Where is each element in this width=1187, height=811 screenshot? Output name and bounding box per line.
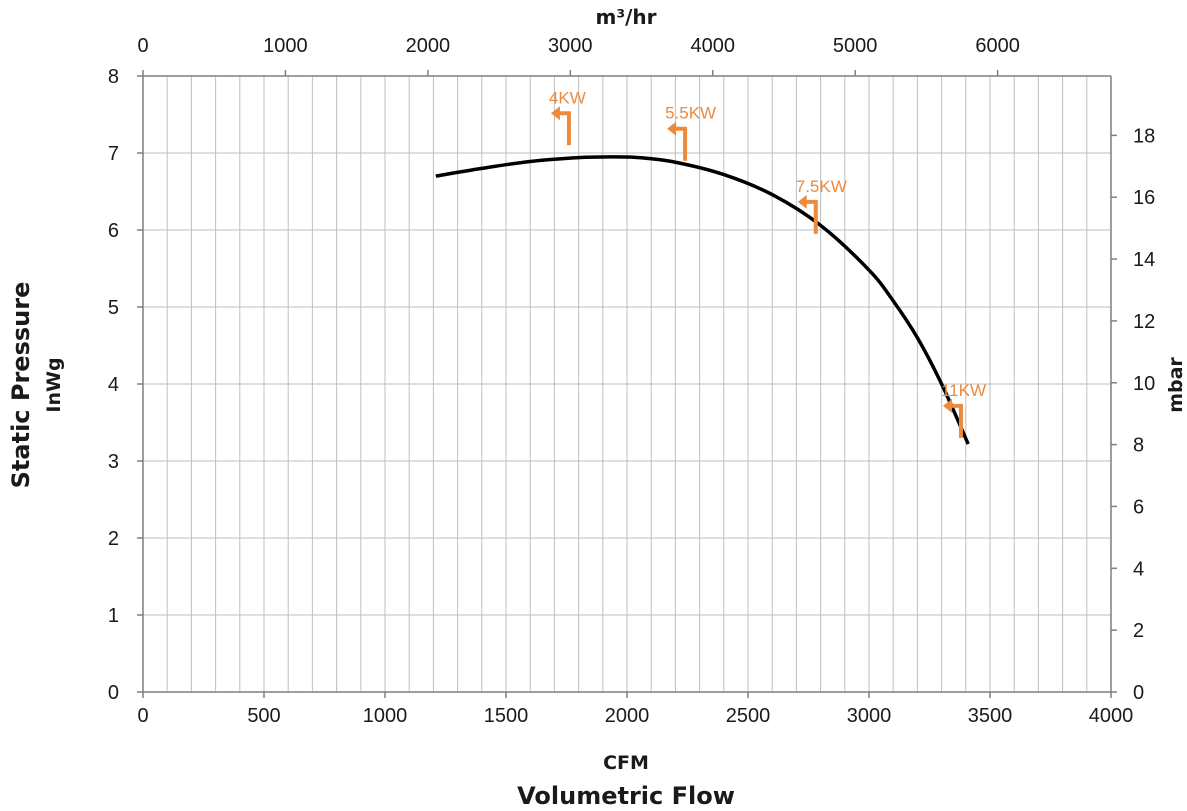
y2-tick-label: 12	[1133, 311, 1155, 333]
annotation: 11KW	[941, 381, 986, 438]
x2-tick-label: 4000	[690, 35, 735, 57]
annotation: 4KW	[549, 88, 586, 146]
y-tick-label: 4	[108, 374, 119, 396]
x-tick-label: 3500	[968, 705, 1013, 727]
annotation-arrowhead	[942, 398, 952, 413]
y2-tick-label: 4	[1133, 558, 1144, 580]
y-tick-label: 3	[108, 451, 119, 473]
y2-tick-label: 2	[1133, 620, 1144, 642]
y2-axis-title: mbar	[1165, 357, 1187, 413]
x-tick-label: 4000	[1089, 705, 1134, 727]
annotation-label: 4KW	[549, 88, 586, 107]
x2-tick-label: 0	[137, 35, 148, 57]
x-tick-label: 2000	[605, 705, 650, 727]
annotation-label: 11KW	[941, 381, 986, 400]
x-tick-label: 2500	[726, 705, 771, 727]
y2-tick-label: 16	[1133, 187, 1155, 209]
y-axis-title: Static Pressure	[7, 282, 35, 489]
annotation: 5.5KW	[665, 104, 716, 161]
y-tick-label: 2	[108, 528, 119, 550]
y-tick-label: 7	[108, 143, 119, 165]
annotation-label: 5.5KW	[665, 104, 716, 123]
annotation-arrowhead	[797, 194, 807, 209]
y2-tick-label: 14	[1133, 249, 1155, 271]
x2-tick-label: 6000	[975, 35, 1020, 57]
y-tick-label: 5	[108, 297, 119, 319]
x-tick-label: 500	[247, 705, 280, 727]
y2-tick-label: 6	[1133, 496, 1144, 518]
annotation-arrow	[675, 126, 688, 161]
x-bottom-unit: CFM	[603, 752, 649, 774]
x-axis-title: Volumetric Flow	[517, 782, 735, 810]
annotations: 4KW 5.5KW 7.5KW 11KW	[549, 88, 986, 438]
x-tick-label: 1500	[484, 705, 529, 727]
x-top-unit: m³/hr	[595, 5, 656, 29]
x-tick-label: 0	[137, 705, 148, 727]
y-tick-label: 6	[108, 220, 119, 242]
y2-tick-label: 18	[1133, 125, 1155, 147]
x2-tick-label: 5000	[833, 35, 878, 57]
y-axis-unit: InWg	[43, 357, 65, 412]
axes	[137, 70, 1117, 698]
annotation: 7.5KW	[796, 177, 847, 234]
annotation-arrow	[805, 199, 818, 234]
x2-tick-label: 3000	[548, 35, 593, 57]
annotation-arrow	[558, 111, 571, 146]
annotation-arrowhead	[667, 121, 677, 136]
annotation-label: 7.5KW	[796, 177, 847, 196]
y2-tick-label: 0	[1133, 682, 1144, 704]
y2-tick-label: 10	[1133, 373, 1155, 395]
x2-tick-label: 2000	[406, 35, 451, 57]
y-tick-label: 8	[108, 66, 119, 88]
y-tick-label: 0	[108, 682, 119, 704]
annotation-arrowhead	[550, 106, 560, 121]
x-tick-label: 3000	[847, 705, 892, 727]
y2-tick-label: 8	[1133, 435, 1144, 457]
x-tick-label: 1000	[363, 705, 408, 727]
tick-labels: 0 500 1000 1500 2000 2500 3000 3500 400001234567…	[108, 35, 1155, 727]
series-line	[435, 155, 970, 445]
annotation-arrow	[950, 403, 963, 438]
y-tick-label: 1	[108, 605, 119, 627]
x2-tick-label: 1000	[263, 35, 308, 57]
